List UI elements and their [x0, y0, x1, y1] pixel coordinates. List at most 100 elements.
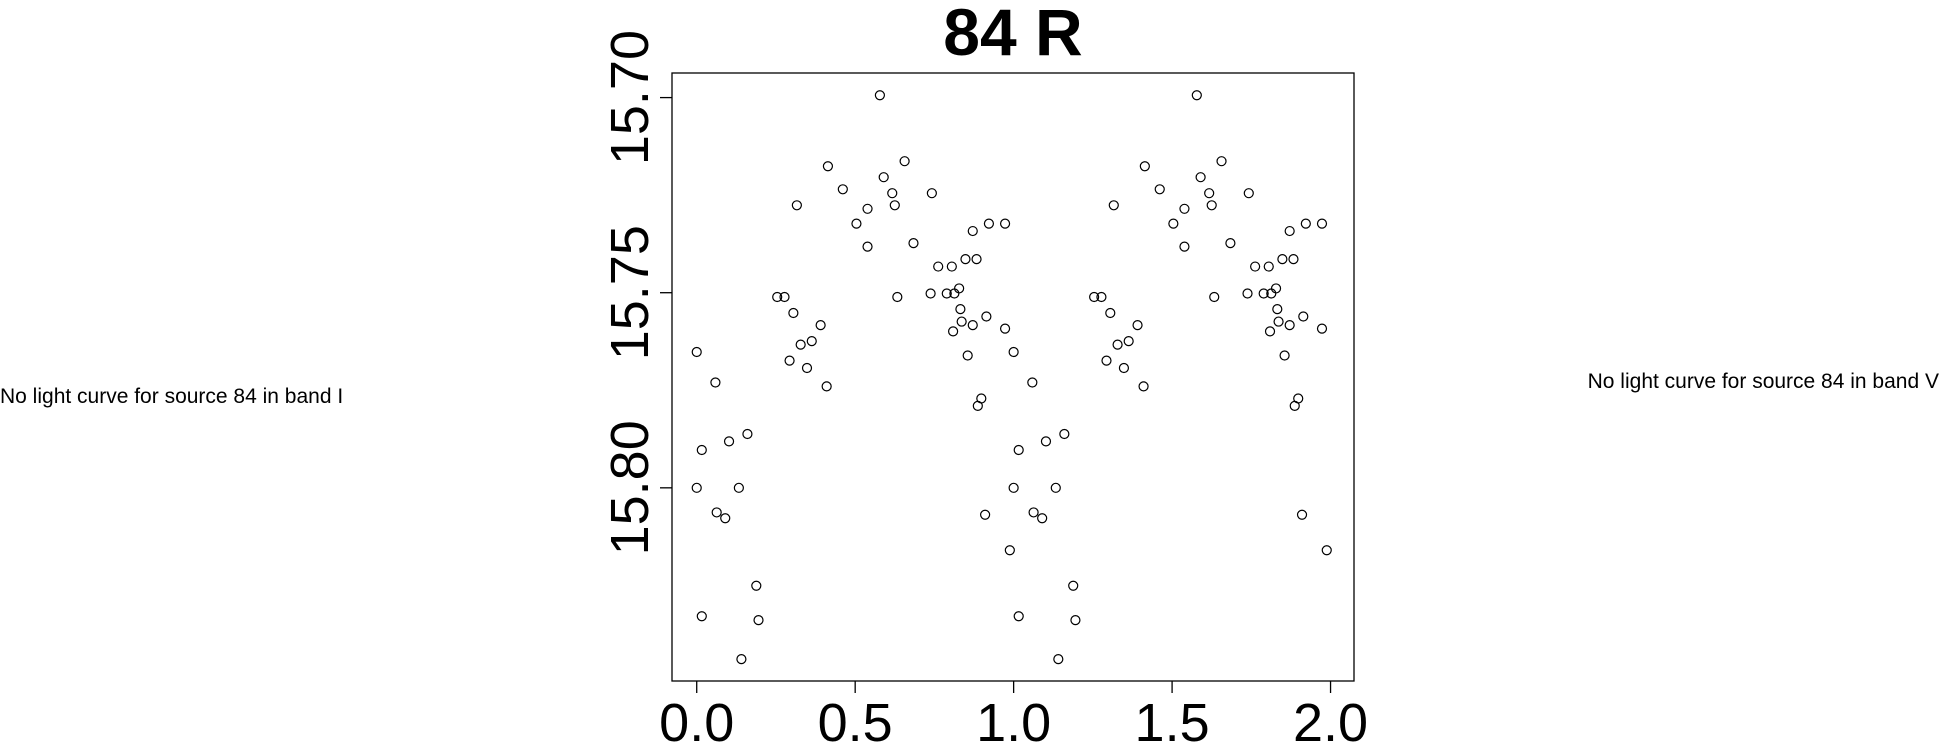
- x-tick-label: 0.5: [818, 693, 893, 746]
- data-point: [960, 254, 971, 265]
- data-point: [1243, 188, 1254, 199]
- data-point: [1258, 288, 1269, 299]
- data-point: [691, 482, 702, 493]
- data-point: [1298, 311, 1309, 322]
- data-point: [1225, 238, 1236, 249]
- data-point: [925, 288, 936, 299]
- data-point: [1096, 291, 1107, 303]
- data-point: [892, 291, 903, 303]
- data-point: [691, 346, 702, 358]
- data-point: [1105, 307, 1116, 319]
- data-point: [1216, 156, 1227, 167]
- data-point: [1053, 654, 1064, 665]
- y-tick-label: 15.75: [600, 225, 660, 360]
- data-point: [874, 90, 885, 101]
- data-point: [815, 319, 826, 331]
- data-point: [976, 393, 987, 404]
- data-point: [889, 200, 900, 211]
- annotation: No light curve for source 84 in band V: [1588, 370, 1939, 393]
- data-point: [1191, 90, 1202, 101]
- y-tick-label: 15.70: [600, 30, 660, 165]
- data-point: [1273, 316, 1284, 327]
- data-point: [981, 311, 992, 322]
- x-tick-label: 1.0: [976, 693, 1051, 746]
- data-point: [1316, 323, 1328, 334]
- data-point: [1028, 507, 1039, 518]
- data-point: [784, 355, 795, 366]
- data-point: [1279, 350, 1290, 361]
- data-point: [955, 303, 966, 315]
- data-point: [1008, 482, 1019, 493]
- data-point: [1154, 184, 1165, 195]
- data-point: [791, 200, 802, 211]
- data-point: [1050, 482, 1061, 493]
- data-point: [772, 291, 783, 303]
- data-point: [999, 218, 1011, 229]
- data-point: [1027, 377, 1038, 388]
- data-point: [736, 654, 747, 665]
- data-point: [1101, 355, 1112, 366]
- data-point: [1108, 200, 1119, 211]
- data-point: [1209, 291, 1220, 303]
- data-point: [956, 316, 967, 327]
- data-point: [1263, 261, 1274, 272]
- data-point: [1089, 291, 1100, 303]
- data-point: [967, 225, 978, 237]
- data-point: [1284, 319, 1295, 331]
- data-point: [1250, 261, 1261, 272]
- data-point: [821, 381, 832, 392]
- data-point: [954, 283, 965, 294]
- data-point: [1284, 225, 1295, 237]
- data-point: [862, 203, 873, 214]
- data-point: [967, 319, 978, 331]
- x-tick-label: 1.5: [1135, 693, 1210, 746]
- data-point: [1316, 218, 1328, 229]
- data-point: [1070, 615, 1081, 626]
- data-point: [1132, 319, 1143, 331]
- data-point: [1059, 428, 1070, 440]
- data-point: [862, 241, 873, 252]
- data-point: [1195, 172, 1206, 183]
- data-point: [1321, 545, 1332, 556]
- data-point: [1272, 303, 1283, 315]
- data-point: [795, 339, 806, 350]
- data-point: [1138, 381, 1149, 392]
- data-point: [971, 254, 982, 265]
- data-point: [1118, 362, 1130, 374]
- data-point: [1242, 288, 1253, 299]
- data-point: [1288, 254, 1299, 265]
- data-point: [1206, 200, 1217, 211]
- data-point: [751, 580, 762, 591]
- data-point: [946, 261, 957, 272]
- y-tick-label: 15.80: [600, 420, 660, 555]
- data-point: [887, 188, 898, 199]
- data-point: [948, 326, 959, 337]
- data-point: [908, 238, 919, 249]
- data-point: [983, 218, 995, 229]
- data-point: [899, 156, 910, 167]
- data-point: [696, 444, 707, 456]
- data-point: [801, 362, 813, 374]
- data-point: [1270, 283, 1282, 294]
- data-point: [733, 482, 744, 493]
- data-point: [962, 350, 973, 361]
- data-point: [1179, 203, 1190, 214]
- data-point: [1013, 611, 1024, 622]
- data-point: [1277, 254, 1288, 265]
- data-point: [926, 188, 937, 199]
- data-point: [1300, 218, 1311, 229]
- data-point: [1004, 545, 1015, 556]
- data-point: [1013, 444, 1024, 456]
- chart-title: 84 R: [943, 0, 1082, 69]
- data-point: [1008, 346, 1019, 358]
- data-point: [723, 436, 735, 447]
- data-point: [980, 509, 991, 520]
- data-point: [1068, 580, 1079, 591]
- data-point: [720, 513, 731, 524]
- data-point: [878, 172, 889, 183]
- data-point: [711, 507, 722, 518]
- x-tick-label: 0.0: [659, 693, 734, 746]
- data-point: [851, 218, 862, 229]
- annotation: No light curve for source 84 in band I: [0, 385, 343, 408]
